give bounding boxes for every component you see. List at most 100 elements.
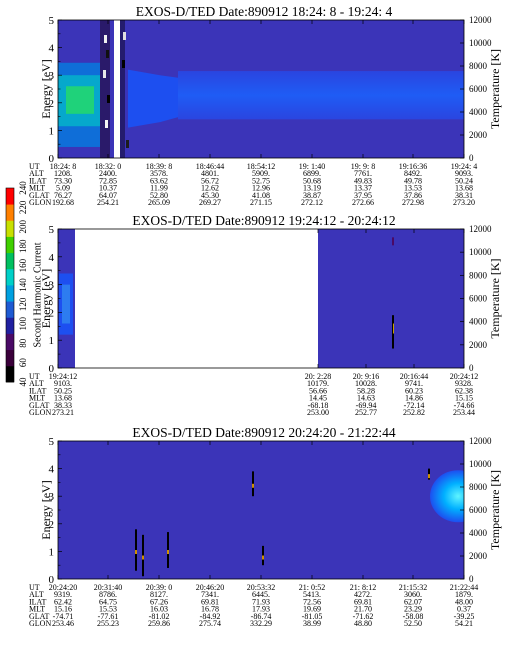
noise-streak	[103, 70, 106, 78]
orbit-value: 62.07	[404, 597, 422, 606]
orbit-value: 38.31	[455, 191, 473, 200]
energy-tick-label: 5	[49, 224, 55, 236]
orbit-value: 11.99	[150, 184, 168, 193]
orbit-value: 3060.	[404, 590, 422, 599]
orbit-value: 50.68	[303, 176, 321, 185]
temperature-tick-label: 10000	[469, 38, 492, 48]
orbit-value: 13.68	[455, 184, 473, 193]
energy-tick-label: 5	[49, 15, 55, 27]
orbit-value: 73.30	[54, 176, 72, 185]
orbit-value: 4801.	[201, 169, 219, 178]
plasma-band-left	[128, 69, 180, 128]
noise-streak	[252, 471, 254, 497]
orbit-value: 64.07	[99, 191, 117, 200]
panel-2: EXOS-D/TED Date:890912 19:24:12 - 20:24:…	[29, 213, 502, 417]
orbit-value: 52.75	[252, 176, 270, 185]
orbit-value: 37.86	[404, 191, 422, 200]
energy-tick-label: 4	[49, 464, 55, 476]
spectrogram-background	[58, 441, 464, 579]
orbit-row-label: UT	[29, 162, 40, 171]
orbit-value: 62.38	[455, 386, 473, 395]
orbit-value: 273.20	[453, 198, 475, 207]
orbit-value: 15.15	[455, 394, 473, 403]
temperature-tick-label: 6000	[469, 84, 488, 94]
orbit-value: 62.42	[54, 597, 72, 606]
colorbar-tick-label: 100	[18, 317, 28, 331]
orbit-value: 48.00	[455, 597, 473, 606]
orbit-value: -69.94	[356, 401, 377, 410]
orbit-value: 14.86	[405, 394, 423, 403]
panel-1: EXOS-D/TED Date:890912 18:24: 8 - 19:24:…	[29, 4, 502, 207]
orbit-row-label: ALT	[29, 590, 44, 599]
orbit-value: 18:32: 0	[95, 162, 121, 171]
panel-3: EXOS-D/TED Date:890912 20:24:20 - 21:22:…	[29, 425, 502, 628]
noise-streak	[262, 555, 264, 560]
temperature-tick-label: 10000	[469, 459, 492, 469]
orbit-row-label: GLON	[29, 408, 51, 417]
data-gap-dark	[100, 20, 110, 158]
colorbar-frame	[5, 187, 15, 383]
orbit-value: -77.61	[98, 612, 119, 621]
orbit-value: 23.29	[404, 605, 422, 614]
temperature-tick-label: 0	[469, 153, 474, 163]
noise-streak	[167, 550, 169, 555]
plasma-band	[178, 71, 464, 120]
orbit-value: 272.12	[301, 198, 323, 207]
orbit-value: 8127.	[150, 590, 168, 599]
noise-streak	[106, 50, 109, 58]
orbit-value: 2400.	[99, 169, 117, 178]
energy-tick-label: 0	[49, 363, 55, 375]
temperature-tick-label: 6000	[469, 505, 488, 515]
temperature-tick-label: 0	[469, 363, 474, 373]
orbit-value: 19: 1:40	[299, 162, 325, 171]
orbit-value: 18:39: 8	[146, 162, 172, 171]
orbit-value: 21.70	[354, 605, 372, 614]
orbit-value: 49.78	[404, 176, 422, 185]
temperature-axis-label: Temperature [K]	[488, 49, 502, 129]
orbit-value: 19:24: 4	[451, 162, 477, 171]
orbit-value: -86.74	[251, 612, 272, 621]
colorbar-tick-label: 80	[18, 338, 28, 348]
colorbar-swatch	[6, 317, 14, 334]
noise-streak	[126, 140, 129, 148]
orbit-value: 12.62	[201, 184, 219, 193]
colorbar-swatch	[6, 204, 14, 221]
orbit-row-label: ILAT	[29, 176, 46, 185]
orbit-value: 52.80	[150, 191, 168, 200]
orbit-value: 252.82	[403, 408, 425, 417]
orbit-row-label: MLT	[29, 605, 45, 614]
orbit-value: 269.27	[199, 198, 221, 207]
orbit-value: 275.74	[199, 619, 221, 628]
noise-streak	[142, 555, 144, 560]
orbit-value: -81.05	[302, 612, 323, 621]
orbit-value: 20:46:20	[196, 583, 224, 592]
panel-title: EXOS-D/TED Date:890912 20:24:20 - 21:22:…	[132, 425, 395, 440]
high-flux-blob	[430, 470, 464, 523]
colorbar-tick-label: 200	[18, 220, 28, 234]
orbit-value: 63.62	[150, 176, 168, 185]
noise-streak	[104, 35, 107, 43]
colorbar-swatch	[6, 252, 14, 270]
temperature-tick-label: 10000	[469, 247, 492, 257]
orbit-value: 5.09	[56, 184, 70, 193]
orbit-value: 10028.	[355, 379, 377, 388]
energy-tick-label: 2	[49, 307, 55, 319]
orbit-value: 20:24:20	[49, 583, 77, 592]
orbit-row-label: ALT	[29, 379, 44, 388]
orbit-value: 7341.	[201, 590, 219, 599]
orbit-value: 252.77	[355, 408, 377, 417]
orbit-value: 58.28	[357, 386, 375, 395]
colorbar-swatch	[6, 285, 14, 302]
noise-streak	[392, 237, 394, 246]
orbit-value: 15.16	[54, 605, 72, 614]
colorbar-label: Second Harmonic Current	[32, 242, 43, 347]
spectrogram-right-block	[318, 229, 464, 368]
orbit-value: 64.75	[99, 597, 117, 606]
orbit-value: -71.62	[353, 612, 374, 621]
orbit-value: 14.45	[309, 394, 327, 403]
spectrogram-area	[58, 441, 464, 579]
orbit-value: -68.18	[308, 401, 329, 410]
orbit-value: 60.23	[405, 386, 423, 395]
temperature-tick-label: 2000	[469, 340, 488, 350]
